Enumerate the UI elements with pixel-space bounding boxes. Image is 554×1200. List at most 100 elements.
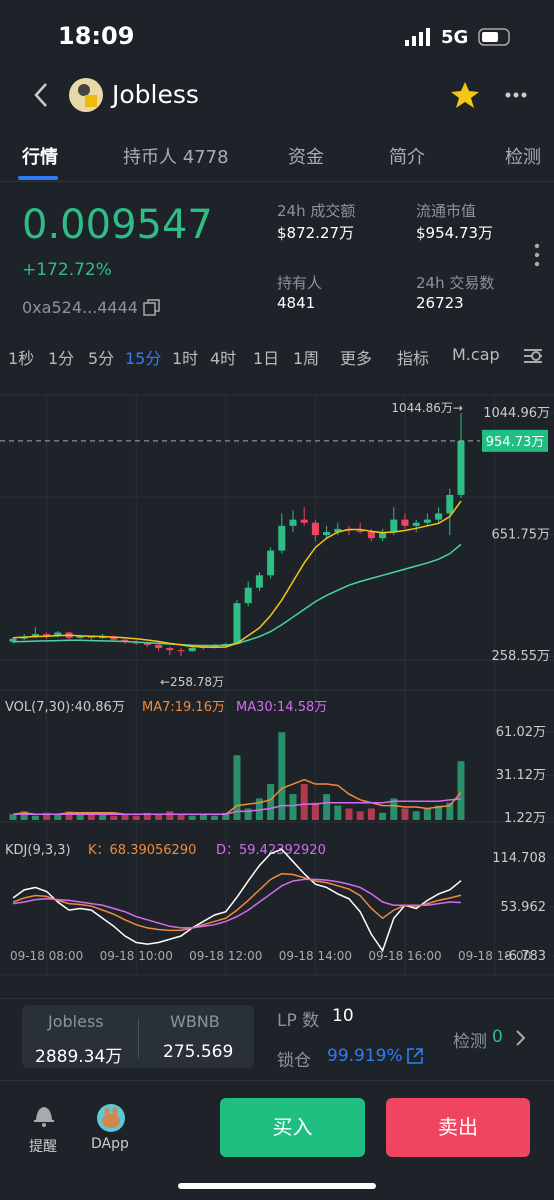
divider xyxy=(0,998,554,999)
candle-body xyxy=(423,519,431,523)
back-button[interactable] xyxy=(28,80,58,110)
vol-tick-label: 1.22万 xyxy=(504,811,546,826)
vol-tick-label: 61.02万 xyxy=(496,725,546,740)
volume-bar xyxy=(334,805,342,820)
stat-label: 持有人 xyxy=(277,274,323,292)
interval[interactable]: 4时 xyxy=(210,349,237,368)
candle-body xyxy=(367,532,375,539)
candle-body xyxy=(435,513,443,520)
tab[interactable]: 资金 xyxy=(288,147,324,168)
dapp-icon[interactable] xyxy=(96,1103,126,1133)
x-tick-label: 09-18 12:00 xyxy=(189,949,262,963)
volume-bar xyxy=(99,812,107,820)
candle-body xyxy=(177,650,185,652)
interval[interactable]: 1日 xyxy=(253,349,280,368)
tab[interactable]: 持币人 4778 xyxy=(123,147,229,168)
nav-dapp[interactable]: DApp xyxy=(91,1136,129,1152)
x-tick-label: 09-18 16:00 xyxy=(368,949,441,963)
candle-body xyxy=(211,645,219,647)
interval[interactable]: 指标 xyxy=(397,349,430,368)
vol-ma30-label: MA30:14.58万 xyxy=(236,700,327,715)
volume-bar xyxy=(9,814,17,820)
volume-bar xyxy=(65,811,73,820)
kdj-tick-label: 53.962 xyxy=(501,900,547,915)
candle-body xyxy=(188,647,196,652)
volume-bar xyxy=(345,808,353,820)
volume-bar xyxy=(76,812,84,820)
candle-body xyxy=(278,525,286,551)
vol-legend: VOL(7,30):40.86万 xyxy=(5,700,125,715)
pool-divider xyxy=(138,1018,139,1058)
volume-bar xyxy=(199,814,207,820)
kdj-legend: KDJ(9,3,3) xyxy=(5,843,71,858)
stat-value: $872.27万 xyxy=(277,224,355,242)
vol-ma7-label: MA7:19.16万 xyxy=(142,700,225,715)
volume-bar xyxy=(211,815,219,820)
pool-token-amount: 2889.34万 xyxy=(35,1047,123,1067)
check-value: 0 xyxy=(492,1027,503,1047)
volume-bar xyxy=(457,761,465,820)
interval[interactable]: 1秒 xyxy=(8,349,35,368)
candle-body xyxy=(121,639,129,642)
y-tick-label: 258.55万 xyxy=(492,649,551,664)
volume-bar xyxy=(435,805,443,820)
tab[interactable]: 简介 xyxy=(389,147,425,168)
status-network: 5G xyxy=(441,27,469,48)
candle-body xyxy=(166,647,174,651)
ma7-line xyxy=(12,500,462,649)
settings-icon[interactable] xyxy=(522,346,544,366)
volume-bar xyxy=(446,802,454,820)
candle-body xyxy=(20,637,28,639)
candle-body xyxy=(289,519,297,526)
y-tick-label: 1044.96万 xyxy=(483,406,550,421)
current-price-box xyxy=(482,429,548,452)
pool-token: Jobless xyxy=(48,1012,104,1031)
stat-value: 26723 xyxy=(416,294,464,312)
vol-ma30-line xyxy=(13,798,462,815)
candle-body xyxy=(356,530,364,533)
interval[interactable]: 1周 xyxy=(293,349,320,368)
tab[interactable]: 检测 xyxy=(505,147,541,168)
candle-body xyxy=(9,638,17,642)
link-icon[interactable] xyxy=(406,1047,424,1065)
volume-bar xyxy=(244,808,252,820)
stat-value: $954.73万 xyxy=(416,224,494,242)
candle-body xyxy=(143,643,151,645)
volume-bar xyxy=(278,732,286,820)
candle-body xyxy=(412,522,420,526)
pool-quote-amount: 275.569 xyxy=(163,1042,234,1062)
buy-button[interactable]: 买入 xyxy=(220,1098,365,1157)
interval[interactable]: 1时 xyxy=(172,349,199,368)
high-label: 1044.86万→ xyxy=(391,401,463,415)
interval[interactable]: 1分 xyxy=(48,349,75,368)
bell-icon[interactable] xyxy=(32,1102,56,1128)
volume-bar xyxy=(87,814,95,820)
volume-bar xyxy=(289,794,297,820)
interval[interactable]: 更多 xyxy=(340,349,373,368)
volume-bar xyxy=(401,808,409,820)
volume-bar xyxy=(31,815,39,820)
lp-value: 10 xyxy=(332,1006,354,1026)
candle-body xyxy=(311,522,319,536)
interval[interactable]: 5分 xyxy=(88,349,115,368)
nav-alert[interactable]: 提醒 xyxy=(29,1139,57,1155)
candle-body xyxy=(87,636,95,638)
volume-bar xyxy=(143,812,151,820)
home-indicator xyxy=(178,1183,376,1189)
volume-bar xyxy=(233,755,241,820)
candle-body xyxy=(379,532,387,539)
more-dots[interactable] xyxy=(532,242,542,272)
check-label[interactable]: 检测 xyxy=(453,1032,487,1052)
copy-icon[interactable] xyxy=(142,298,162,318)
tab-underline xyxy=(18,176,58,180)
tab[interactable]: 行情 xyxy=(22,147,58,168)
interval[interactable]: M.cap xyxy=(452,345,500,364)
volume-bar xyxy=(121,814,129,820)
volume-bar xyxy=(379,812,387,820)
sell-button[interactable]: 卖出 xyxy=(386,1098,530,1157)
token-icon xyxy=(69,78,103,112)
volume-bar xyxy=(43,812,51,820)
volume-bar xyxy=(412,811,420,820)
interval[interactable]: 15分 xyxy=(125,349,162,368)
header-actions[interactable] xyxy=(450,80,530,110)
